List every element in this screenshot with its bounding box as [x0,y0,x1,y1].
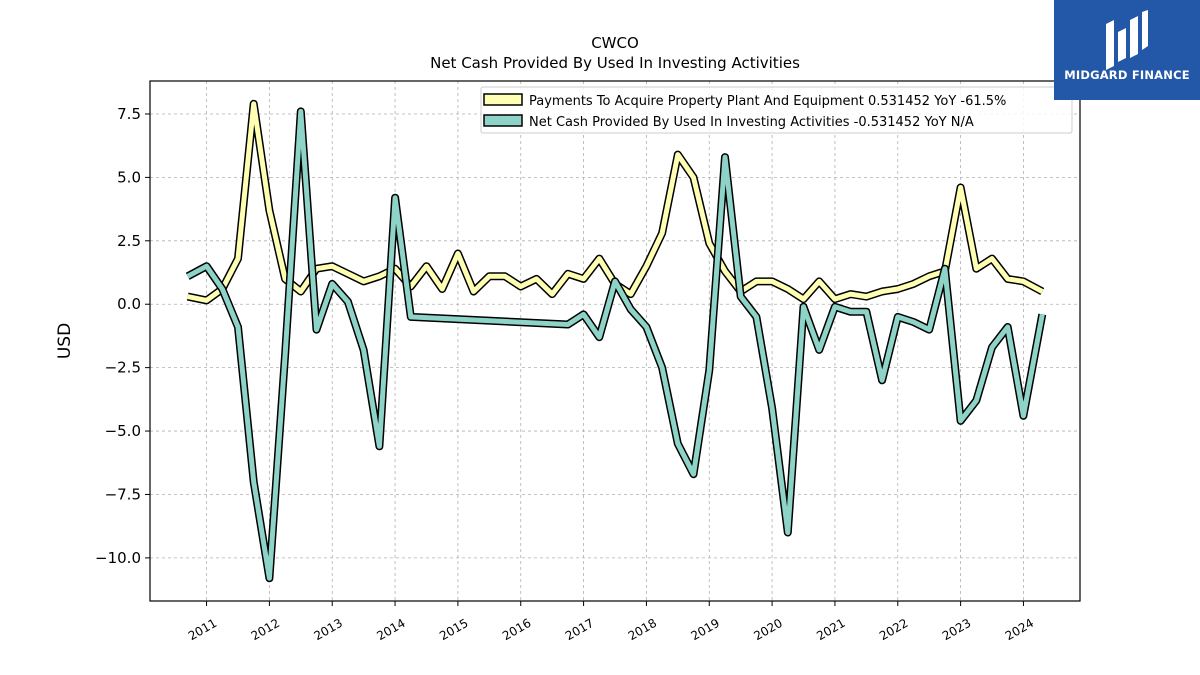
x-tick-label: 2021 [814,616,847,643]
brand-name: MIDGARD FINANCE [1064,68,1190,82]
y-axis: 7.5 5.0 2.5 0.0 −2.5 −5.0 −7.5 −10.0 [95,105,150,567]
x-tick-label: 2012 [249,616,282,643]
y-tick-label: 7.5 [117,105,141,123]
y-tick-label: −10.0 [95,549,141,567]
y-tick-label: 5.0 [117,168,141,186]
legend-label-investing: Net Cash Provided By Used In Investing A… [529,115,974,130]
plot-frame [149,80,1081,602]
x-tick-label: 2015 [437,616,470,643]
series-lines [185,99,1047,583]
y-tick-label: 2.5 [117,232,141,250]
y-tick-label: 0.0 [117,295,141,313]
y-axis-label: USD [55,323,75,359]
x-tick-label: 2024 [1003,616,1036,643]
x-tick-label: 2018 [626,616,659,643]
x-tick-label: 2022 [877,616,910,643]
legend-swatch-ppe [483,93,523,106]
x-tick-label: 2020 [751,616,784,643]
y-tick-label: −2.5 [105,359,141,377]
series-line-1 [186,108,1045,581]
x-tick-label: 2019 [689,616,722,643]
x-tick-label: 2013 [312,616,345,643]
legend: Payments To Acquire Property Plant And E… [480,86,1073,134]
y-tick-label: −7.5 [105,485,141,503]
legend-frame [480,86,1073,134]
chart-title: CWCO [591,34,639,52]
legend-label-ppe: Payments To Acquire Property Plant And E… [529,94,1006,109]
series-line-outline-1 [185,107,1047,583]
x-axis: 2011 2012 2013 2014 2015 2016 2017 2018 2019 2020… [186,601,1036,643]
brand-mark-icon [1106,10,1148,70]
legend-swatch-investing [483,114,523,127]
x-tick-label: 2014 [374,616,407,643]
x-tick-label: 2017 [563,616,596,643]
x-tick-label: 2011 [186,616,219,643]
y-tick-label: −5.0 [105,422,141,440]
brand-logo: MIDGARD FINANCE [1054,0,1200,100]
x-tick-label: 2023 [940,616,973,643]
chart-subtitle: Net Cash Provided By Used In Investing A… [430,54,800,72]
x-tick-label: 2016 [500,616,533,643]
